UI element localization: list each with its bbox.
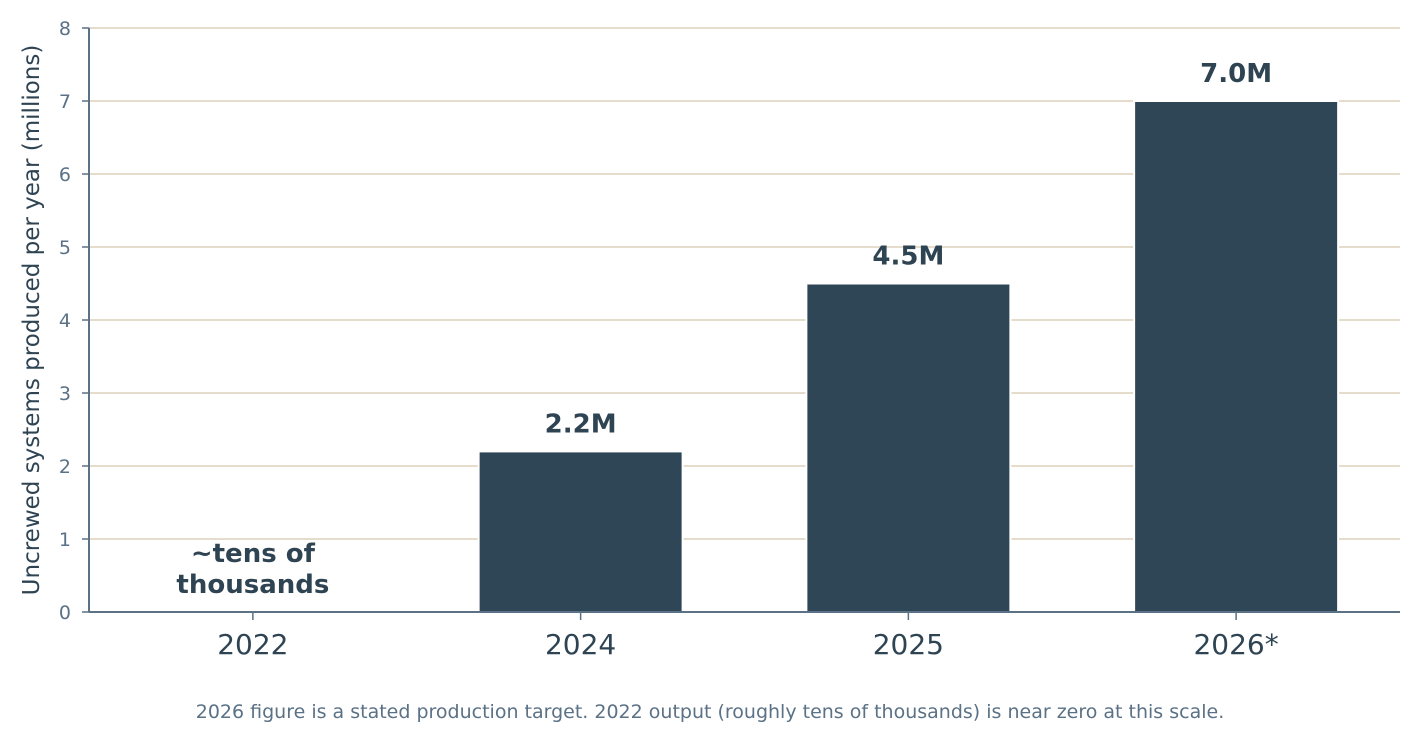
bar	[1133, 100, 1340, 613]
x-tick-label: 2026*	[1193, 628, 1278, 661]
y-tick-label: 6	[59, 164, 71, 186]
y-tick-label: 7	[59, 91, 71, 113]
bar-value-label: ~tens of thousands	[176, 539, 329, 600]
bar	[477, 450, 684, 613]
bar-value-label: 4.5M	[872, 242, 944, 272]
bar-value-label: 7.0M	[1200, 59, 1272, 89]
x-tick-label: 2024	[545, 628, 616, 661]
x-tick-label: 2025	[873, 628, 944, 661]
labels: 0 1 2 3 4 5 6 7 8 2022 ~tens of thousands 2024 2.2M 20…	[59, 18, 1279, 661]
y-tick-label: 4	[59, 310, 71, 332]
bar	[805, 282, 1012, 613]
y-tick-label: 1	[59, 529, 71, 551]
x-tick-label: 2022	[217, 628, 288, 661]
y-tick-label: 2	[59, 456, 71, 478]
y-tick-label: 5	[59, 237, 71, 259]
y-tick-label: 0	[59, 602, 71, 624]
axes	[82, 27, 1400, 620]
bars	[477, 100, 1340, 613]
chart-footnote: 2026 figure is a stated production targe…	[196, 701, 1225, 723]
bar-value-label: 2.2M	[545, 409, 617, 439]
y-tick-label: 8	[59, 18, 71, 40]
y-axis-title: Uncrewed systems produced per year (mill…	[19, 45, 45, 596]
y-tick-label: 3	[59, 383, 71, 405]
gridlines	[89, 27, 1400, 540]
